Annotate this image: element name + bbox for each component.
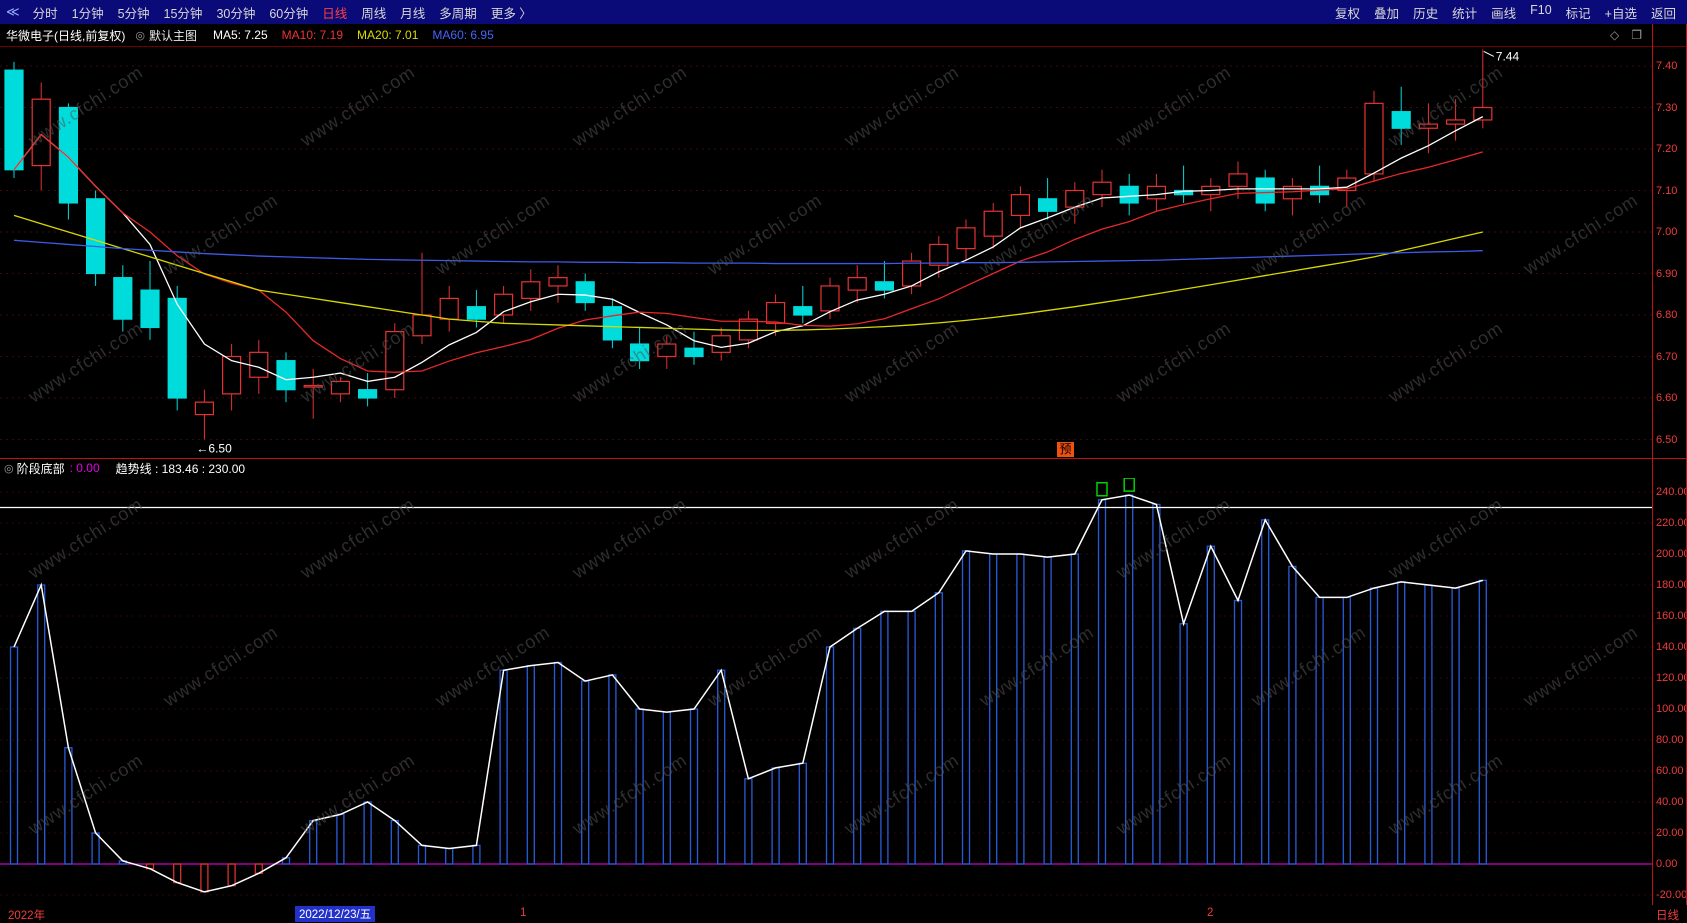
month-marker-2: 2 [1207, 907, 1214, 919]
period-tab-8[interactable]: 月线 [400, 6, 426, 21]
indicator-chart[interactable]: www.cfchi.com www.cfchi.com www.cfchi.com w… [0, 478, 1652, 905]
toolbar-button-4[interactable]: 画线 [1491, 6, 1517, 21]
year-label: 2022年 [8, 910, 46, 922]
toolbar-button-2[interactable]: 历史 [1413, 6, 1439, 21]
price-tick: 7.20 [1656, 143, 1678, 155]
period-tab-10[interactable]: 更多 〉 [490, 6, 532, 21]
price-tick: 7.00 [1656, 226, 1678, 238]
indicator-tick: 0.00 [1656, 858, 1678, 870]
indicator-tick: 240.00 [1656, 486, 1687, 498]
indicator-icon[interactable]: ◎ [4, 462, 14, 475]
pane-divider[interactable] [0, 458, 1687, 459]
price-tick: 6.70 [1656, 350, 1678, 363]
period-tab-9[interactable]: 多周期 [439, 6, 477, 21]
ma60-readout: MA60: 6.95 [432, 28, 494, 42]
indicator-value: : 0.00 [69, 461, 100, 475]
date-axis-bar: 2022年 2022/12/23/五 1 2 日线 [0, 905, 1687, 923]
infobar-icons: ◇ ❐ [1610, 28, 1642, 42]
toolbar-button-6[interactable]: 标记 [1565, 6, 1591, 21]
toolbar-button-8[interactable]: 返回 [1650, 6, 1676, 21]
app-menu-icon[interactable]: ≪ [6, 4, 20, 19]
indicator-tick: 80.00 [1656, 734, 1684, 746]
period-label: 日线 [1656, 910, 1679, 922]
price-tick: 7.40 [1656, 60, 1678, 72]
stock-title: 华微电子(日线,前复权) [6, 28, 126, 43]
forecast-badge: 预 [1057, 442, 1074, 457]
toolbar-button-7[interactable]: +自选 [1604, 6, 1637, 21]
price-tick: 6.50 [1656, 433, 1678, 446]
axis-divider [1652, 24, 1653, 923]
toolbar-button-1[interactable]: 叠加 [1374, 6, 1400, 21]
indicator-tick: 140.00 [1656, 641, 1687, 653]
period-tabs: 分时 1分钟 5分钟 15分钟 30分钟 60分钟 日线 周线 月线 多周期 更多 〉 [26, 3, 539, 22]
date-chip[interactable]: 2022/12/23/五 [295, 906, 376, 922]
indicator-tick: 60.00 [1656, 765, 1684, 777]
price-tick: 6.80 [1656, 309, 1678, 321]
toolbar-button-0[interactable]: 复权 [1335, 6, 1361, 21]
toolbar-button-5[interactable]: F10 [1530, 2, 1552, 17]
trendline-readout: 趋势线 : 183.46 : 230.00 [115, 461, 246, 476]
indicator-name[interactable]: 阶段底部 [16, 461, 65, 476]
ma5-readout: MA5: 7.25 [212, 28, 268, 42]
month-marker-1: 1 [520, 907, 527, 919]
indicator-tick: -20.00 [1656, 889, 1687, 901]
indicator-tick: 160.00 [1656, 610, 1687, 622]
period-tab-2[interactable]: 5分钟 [117, 6, 150, 21]
layout-label[interactable]: 默认主图 [148, 28, 197, 43]
period-tab-0[interactable]: 分时 [32, 6, 58, 21]
indicator-tick: 120.00 [1656, 672, 1687, 684]
indicator-tick: 100.00 [1656, 703, 1687, 715]
svg-text:←6.50: ←6.50 [196, 442, 232, 456]
price-tick: 7.30 [1656, 101, 1678, 114]
svg-text:7.44: 7.44 [1496, 49, 1520, 63]
diamond-icon[interactable]: ◇ [1610, 28, 1620, 42]
indicator-tick: 180.00 [1656, 579, 1687, 591]
indicator-tick: 200.00 [1656, 548, 1687, 560]
indicator-tick: 220.00 [1656, 517, 1687, 529]
indicator-tick: 40.00 [1656, 796, 1684, 808]
toolbar-right: 复权 叠加 历史 统计 画线 F10 标记 +自选 返回 [1328, 3, 1683, 22]
period-tab-3[interactable]: 15分钟 [163, 6, 203, 21]
indicator-tick: 20.00 [1656, 827, 1684, 839]
price-axis: 7.40 7.30 7.20 7.10 7.00 6.90 6.80 6.70 6.60 6.50 [1653, 46, 1687, 458]
main-candle-chart[interactable]: ←6.50 7.44 预 www.cfchi.com www.cfchi.com ww… [0, 46, 1652, 458]
period-tab-1[interactable]: 1分钟 [71, 6, 104, 21]
chart-frame-top [0, 46, 1687, 47]
period-tab-5[interactable]: 60分钟 [269, 6, 309, 21]
ma10-readout: MA10: 7.19 [281, 28, 344, 42]
price-tick: 6.90 [1656, 267, 1678, 280]
layout-icon[interactable]: ◎ [135, 29, 145, 42]
price-tick: 6.60 [1656, 392, 1678, 404]
price-tick: 7.10 [1656, 184, 1678, 197]
indicator-axis: 240.00 220.00 200.00 180.00 160.00 140.00 120.… [1653, 478, 1687, 905]
period-tab-7[interactable]: 周线 [361, 6, 387, 21]
panel-toggle-icon[interactable]: ❐ [1631, 28, 1642, 42]
toolbar: ≪ 分时 1分钟 5分钟 15分钟 30分钟 60分钟 日线 周线 月线 多周期 更多 〉 复权 叠加… [0, 0, 1687, 24]
period-tab-6[interactable]: 日线 [322, 6, 348, 21]
ma-readouts: MA5: 7.25 MA10: 7.19 MA20: 7.01 MA60: 6.95 [213, 28, 508, 42]
period-tab-4[interactable]: 30分钟 [216, 6, 256, 21]
ma20-readout: MA20: 7.01 [357, 28, 419, 42]
infobar: 华微电子(日线,前复权) ◎ 默认主图 MA5: 7.25 MA10: 7.19 M… [0, 24, 1652, 46]
toolbar-button-3[interactable]: 统计 [1452, 6, 1478, 21]
indicator-header: ◎ 阶段底部 : 0.00 趋势线 : 183.46 : 230.00 [0, 458, 1652, 478]
